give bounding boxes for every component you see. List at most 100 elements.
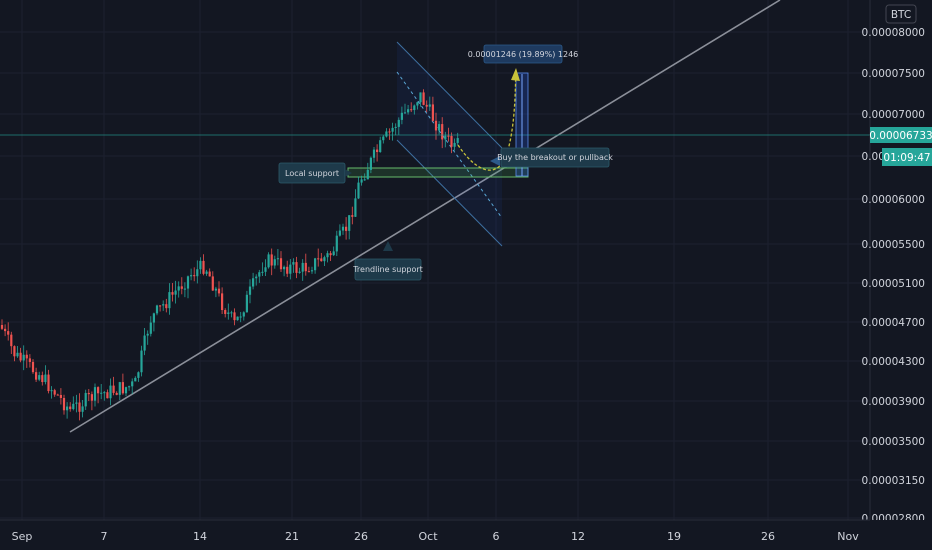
candle-body	[93, 387, 97, 401]
candle-body	[19, 352, 22, 361]
candle-body	[295, 262, 298, 273]
callout-breakout[interactable]: Buy the breakout or pullback	[497, 147, 613, 168]
candle-body	[447, 135, 450, 137]
candle-body	[407, 109, 410, 113]
candle-body	[422, 92, 425, 105]
current-price-tag: 0.00006733	[869, 127, 932, 143]
candle-body	[239, 316, 242, 318]
candle-body	[301, 262, 304, 272]
rising-trendline[interactable]	[69, 0, 781, 433]
candle-body	[230, 312, 233, 314]
candle-body	[205, 271, 208, 274]
candle-body	[270, 254, 273, 266]
time-scale[interactable]: Sep 7 14 21 26 Oct 6 12 19 26 Nov	[0, 519, 932, 550]
candle-body	[450, 135, 453, 147]
local-support-zone[interactable]	[347, 167, 529, 178]
callout-local-support[interactable]: Local support	[278, 162, 352, 184]
candle-body	[162, 304, 165, 306]
candle-body	[438, 124, 441, 131]
candle-body	[177, 286, 180, 291]
candle-body	[261, 271, 264, 273]
svg-text:Local support: Local support	[285, 169, 339, 178]
time-tick-label: Nov	[837, 530, 859, 543]
candle-body	[81, 406, 84, 412]
candle-body	[131, 381, 134, 387]
candle-body	[90, 394, 93, 401]
candle-body	[112, 385, 115, 393]
candle-body	[28, 358, 31, 362]
candle-body	[298, 271, 301, 273]
candle-body	[233, 312, 236, 321]
candle-body	[72, 403, 75, 410]
price-scale[interactable]: 0.000080000.000075000.000070000.00006500…	[862, 0, 932, 525]
price-tick-label: 0.00007500	[862, 68, 925, 80]
candle-body	[236, 316, 239, 321]
candle-body	[214, 288, 217, 291]
candle-body	[382, 136, 385, 141]
candle-body	[22, 354, 25, 361]
svg-text:0.00006733: 0.00006733	[869, 130, 932, 142]
candle-body	[115, 392, 118, 395]
candle-body	[165, 304, 168, 309]
candle-body	[159, 305, 162, 307]
candle-body	[171, 292, 174, 295]
candle-body	[221, 293, 224, 311]
candle-body	[152, 313, 155, 323]
candle-body	[87, 392, 90, 395]
candle-body	[283, 266, 286, 270]
candle-body	[267, 254, 270, 268]
candle-body	[155, 305, 159, 314]
candle-body	[456, 138, 459, 143]
candle-body	[38, 375, 41, 380]
candle-body	[224, 310, 227, 314]
candle-body	[317, 258, 320, 260]
candle-body	[242, 312, 245, 317]
candle-body	[441, 124, 444, 140]
candle-body	[53, 390, 56, 395]
candle-body	[47, 374, 50, 392]
candle-body	[202, 260, 205, 274]
candle-body	[351, 215, 354, 217]
candle-body	[140, 350, 143, 373]
candle-body	[190, 275, 193, 277]
countdown-tag: 01:09:47	[882, 148, 932, 166]
svg-text:BTC: BTC	[891, 9, 911, 21]
candle-body	[397, 119, 400, 127]
candle-body	[276, 258, 279, 260]
candle-body	[100, 392, 103, 394]
candle-body	[416, 102, 419, 106]
chart-grid	[0, 0, 870, 520]
candle-body	[252, 278, 255, 287]
candle-body	[13, 346, 16, 357]
candle-body	[388, 131, 391, 133]
measure-label: 0.00001246 (19.89%) 1246	[468, 44, 578, 64]
candle-body	[103, 392, 106, 394]
candle-body	[354, 198, 357, 217]
time-tick-label: 12	[571, 530, 585, 543]
candle-body	[50, 390, 53, 392]
pointer-arrow-icon	[490, 156, 500, 166]
candle-body	[146, 333, 149, 336]
candle-body	[118, 382, 121, 395]
candle-body	[199, 260, 202, 270]
candle-body	[10, 334, 13, 347]
candle-body	[56, 394, 59, 396]
time-tick-label: Sep	[12, 530, 33, 543]
candle-body	[25, 354, 28, 359]
currency-badge	[885, 4, 917, 24]
candle-body	[372, 149, 376, 158]
price-tick-label: 0.00005500	[862, 239, 925, 251]
candle-body	[16, 352, 19, 357]
candle-body	[314, 258, 317, 271]
candle-body	[385, 131, 388, 137]
candle-body	[258, 272, 261, 277]
svg-text:Trendline support: Trendline support	[352, 265, 423, 274]
candle-body	[193, 275, 196, 277]
callout-trendline-support[interactable]: Trendline support	[352, 241, 423, 281]
candle-body	[62, 397, 66, 411]
candle-body	[264, 267, 267, 272]
time-tick-label: 14	[193, 530, 207, 543]
candle-body	[425, 104, 428, 107]
candle-body	[143, 335, 146, 351]
